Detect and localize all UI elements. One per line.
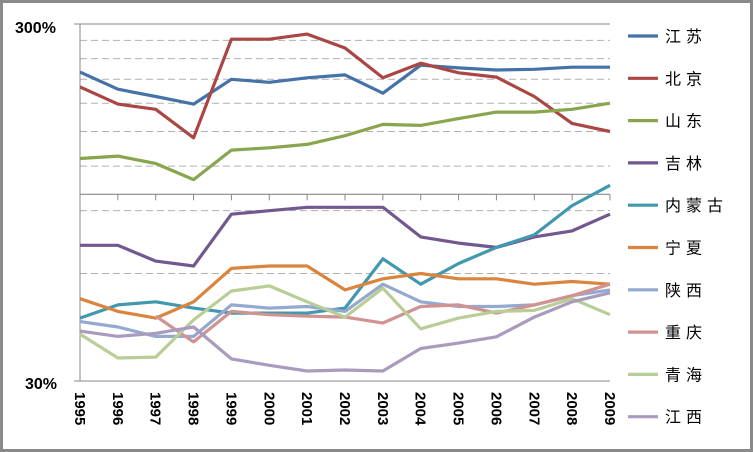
legend-label: 北京 [665,69,707,88]
x-tick-label: 2003 [374,392,391,425]
x-tick-label: 1999 [222,392,239,425]
x-tick-label: 2008 [563,392,580,425]
legend-label: 陕西 [665,281,707,300]
x-tick-label: 2000 [260,392,277,425]
x-tick-label: 2009 [601,392,618,425]
legend-label: 江西 [665,408,707,427]
line-chart: 300% 30% 1995 1996 1997 1998 1999 2000 2001 200… [15,20,728,427]
x-tick-label: 2007 [525,392,542,425]
series-line-4 [79,183,611,320]
series-line-7 [154,282,611,344]
x-tick-label: 1997 [147,392,164,425]
legend-label: 宁夏 [665,239,707,258]
gridlines [80,39,610,275]
series-line-1 [79,32,611,140]
y-tick-label-max: 300% [15,20,56,37]
series-line-6 [79,282,611,338]
y-tick-label-min: 30% [25,376,57,393]
legend-label: 山东 [665,112,707,131]
x-tick-label: 1996 [109,392,126,425]
legend-label: 内蒙古 [665,196,728,215]
legend-label: 青海 [665,365,707,384]
series-lines [79,32,611,373]
series-line-5 [79,264,611,320]
series-line-2 [79,101,611,182]
x-tick-label: 2004 [412,392,429,426]
axes [74,23,611,382]
x-tick-label: 2002 [336,392,353,425]
legend-label: 江苏 [665,27,707,46]
series-line-0 [79,63,610,106]
x-tick-labels: 1995 1996 1997 1998 1999 2000 2001 2002 2003 2004… [71,392,618,426]
x-tick-label: 1995 [71,392,88,425]
x-tick-label: 2005 [450,392,467,425]
x-tick-label: 2006 [487,392,504,425]
legend-label: 重庆 [665,323,707,342]
legend-label: 吉林 [665,154,707,173]
series-line-9 [79,291,611,373]
x-tick-label: 2001 [298,392,315,425]
series-line-8 [79,284,611,360]
x-tick-label: 1998 [185,392,202,425]
